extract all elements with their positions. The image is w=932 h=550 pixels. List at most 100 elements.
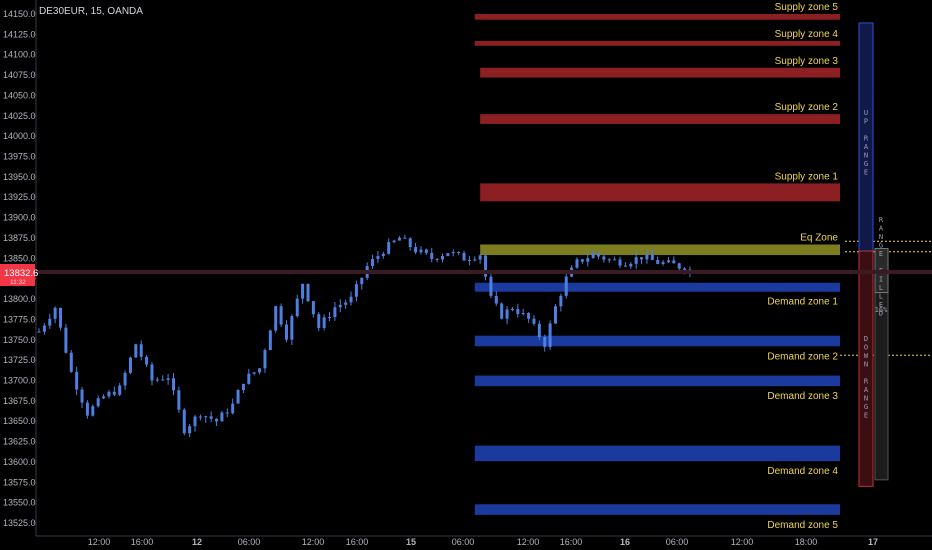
- candle-body: [241, 383, 245, 391]
- candle-body: [629, 263, 633, 267]
- candle-body: [145, 356, 149, 365]
- candle-body: [311, 301, 315, 315]
- zone-label: Demand zone 2: [767, 351, 838, 362]
- candle-body: [419, 249, 423, 253]
- candle-body: [85, 402, 89, 416]
- candle-body: [64, 327, 68, 353]
- y-tick-label: 13875.0: [3, 233, 36, 243]
- candle-body: [457, 252, 461, 254]
- candle-body: [252, 372, 256, 374]
- zone-demand-zone-1: [474, 282, 840, 292]
- zone-supply-zone-1: [480, 183, 840, 202]
- x-tick-label: 16:00: [346, 537, 369, 547]
- candle-body: [198, 416, 202, 418]
- x-tick-label: 12:00: [302, 537, 325, 547]
- x-tick-label: 12:00: [517, 537, 540, 547]
- up-range-label-char: N: [864, 152, 868, 160]
- range-filled-label-char: I: [879, 276, 883, 284]
- x-tick-label: 12:00: [88, 537, 111, 547]
- candle-body: [247, 373, 251, 384]
- candle-body: [537, 323, 541, 338]
- y-tick-label: 14125.0: [3, 29, 36, 39]
- candle-body: [80, 389, 84, 403]
- candle-body: [295, 298, 299, 317]
- candle-body: [403, 237, 407, 239]
- candle-body: [139, 344, 143, 357]
- y-tick-label: 13575.0: [3, 477, 36, 487]
- candle-body: [107, 391, 111, 397]
- candle-body: [484, 255, 488, 277]
- zone-label: Demand zone 3: [767, 391, 838, 402]
- candle-body: [360, 277, 364, 285]
- range-filled-label-char: E: [879, 301, 883, 309]
- down-range-label-char: A: [864, 386, 869, 394]
- range-filled-percent: 16%: [875, 306, 888, 314]
- candle-body: [408, 238, 412, 248]
- range-filled-label-char: L: [879, 284, 883, 292]
- price-tag-value: 13832.6: [4, 268, 38, 279]
- down-range-label-char: R: [864, 378, 869, 386]
- candle-body: [414, 247, 418, 253]
- candle-body: [333, 307, 337, 318]
- down-range-label-char: E: [864, 412, 868, 420]
- candle-body: [220, 412, 224, 422]
- candle-body: [672, 260, 676, 264]
- candle-body: [188, 426, 192, 434]
- candle-body: [96, 398, 100, 407]
- zone-demand-zone-3: [474, 375, 840, 387]
- candle-body: [446, 253, 450, 257]
- candle-body: [424, 249, 428, 253]
- zone-label: Supply zone 2: [775, 102, 839, 113]
- up-range-label-char: A: [864, 143, 869, 151]
- y-tick-label: 13600.0: [3, 457, 36, 467]
- zone-label: Demand zone 4: [767, 466, 838, 477]
- y-tick-label: 14025.0: [3, 111, 36, 121]
- candle-body: [553, 306, 557, 324]
- candle-body: [263, 350, 267, 369]
- candle-body: [494, 295, 498, 304]
- candle-body: [177, 390, 181, 410]
- y-tick-label: 13625.0: [3, 437, 36, 447]
- candle-body: [231, 403, 235, 414]
- candle-body: [371, 258, 375, 267]
- candle-body: [564, 276, 568, 296]
- zone-demand-zone-4: [474, 445, 840, 462]
- candle-body: [586, 258, 590, 262]
- price-axis[interactable]: 13525.0 13550.0 13575.0 13600.0 13625.0 13650…: [3, 0, 37, 536]
- candle-body: [661, 262, 665, 264]
- range-filled-label-char: E: [879, 250, 883, 258]
- zone-label: Supply zone 5: [775, 2, 839, 13]
- candle-body: [666, 260, 670, 263]
- candle-body: [274, 306, 278, 331]
- candle-body: [118, 385, 122, 395]
- candle-body: [387, 242, 391, 254]
- range-filled-label-char: R: [879, 216, 884, 224]
- y-tick-label: 13675.0: [3, 396, 36, 406]
- up-range-label-char: E: [864, 169, 868, 177]
- x-tick-label: 18:00: [795, 537, 818, 547]
- down-range-label-char: D: [864, 335, 868, 343]
- candle-body: [467, 259, 471, 261]
- candle-body: [209, 416, 213, 419]
- x-tick-label: 16:00: [560, 537, 583, 547]
- candle-body: [69, 352, 73, 372]
- range-filled-label-char: G: [879, 242, 883, 250]
- candle-body: [462, 252, 466, 261]
- candle-body: [527, 312, 531, 319]
- zone-supply-zone-5: [474, 14, 840, 20]
- zones-layer: Supply zone 5 Supply zone 4 Supply zone 3 S…: [474, 2, 840, 531]
- candle-body: [597, 253, 601, 257]
- y-tick-label: 13525.0: [3, 518, 36, 528]
- time-axis[interactable]: 12:00 16:00 12 06:00 12:00 16:00 15 06:00 12:00 1…: [36, 535, 932, 547]
- price-tag-time: 11:32: [10, 279, 26, 286]
- candle-body: [322, 317, 326, 329]
- zone-supply-zone-4: [474, 40, 840, 46]
- down-range-bar: [858, 250, 874, 487]
- y-tick-label: 13950.0: [3, 172, 36, 182]
- candle-body: [354, 284, 358, 297]
- candle-body: [349, 296, 353, 303]
- down-range-label-char: N: [864, 361, 868, 369]
